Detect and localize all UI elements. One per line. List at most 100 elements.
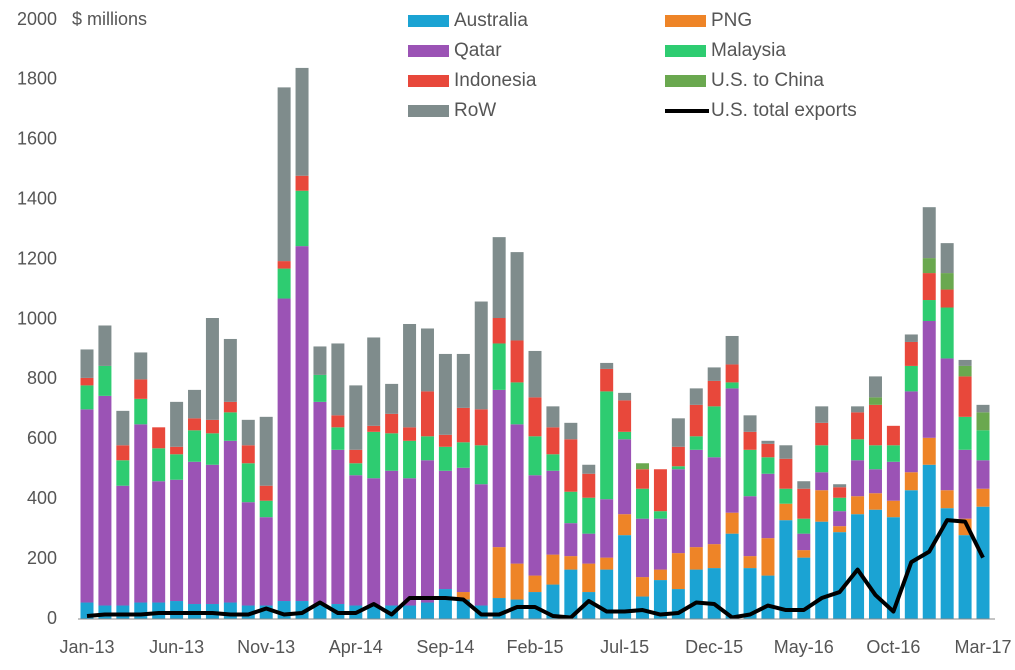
bar-segment	[958, 416, 972, 450]
bar-segment	[456, 407, 470, 443]
bar-segment	[833, 484, 847, 488]
bar-segment	[761, 457, 775, 474]
bar-segment	[976, 506, 990, 619]
bar-segment	[600, 569, 614, 619]
bar-segment	[80, 377, 94, 386]
x-tick-label: Dec-15	[685, 637, 743, 657]
bar-segment	[868, 397, 882, 405]
bar-segment	[80, 349, 94, 378]
bar-segment	[456, 353, 470, 408]
bar-segment	[618, 439, 632, 515]
bar-segment	[510, 599, 524, 619]
bar-segment	[205, 464, 219, 605]
bar-segment	[618, 514, 632, 536]
bar-segment	[689, 449, 703, 548]
bar-segment	[851, 439, 865, 461]
bar-segment	[510, 424, 524, 564]
bar-segment	[349, 463, 363, 476]
bar-segment	[868, 376, 882, 398]
bar-segment	[582, 464, 596, 474]
y-tick-label: 200	[27, 548, 57, 568]
bar-segment	[904, 472, 918, 491]
bar-segment	[152, 602, 166, 619]
bar-segment	[779, 458, 793, 489]
bar-segment	[385, 433, 399, 471]
bar-segment	[510, 252, 524, 341]
bar-segment	[707, 568, 721, 619]
bar-segment	[420, 602, 434, 619]
bar-segment	[277, 268, 291, 299]
bar-segment	[456, 442, 470, 468]
bar-segment	[761, 443, 775, 458]
legend-swatch	[408, 45, 449, 57]
bar-segment	[636, 596, 650, 619]
bar-segment	[116, 605, 130, 619]
bar-segment	[259, 517, 273, 606]
bar-segment	[170, 454, 184, 480]
bar-segment	[868, 493, 882, 510]
bar-segment	[134, 398, 148, 425]
bar-segment	[922, 437, 936, 465]
bar-segment	[600, 368, 614, 392]
bar-segment	[98, 605, 112, 619]
bar-segment	[152, 427, 166, 449]
legend-swatch	[665, 75, 706, 87]
bar-segment	[528, 575, 542, 593]
bar-segment	[851, 460, 865, 497]
bar-segment	[653, 518, 667, 570]
bar-segment	[492, 318, 506, 344]
bar-segment	[868, 469, 882, 494]
bar-segment	[815, 406, 829, 423]
bar-segment	[940, 289, 954, 308]
bar-segment	[313, 346, 327, 375]
legend-label: Qatar	[454, 40, 502, 61]
bar-segment	[851, 406, 865, 413]
bar-segment	[331, 449, 345, 605]
bar-segment	[367, 605, 381, 619]
x-tick-label: Jan-13	[59, 637, 114, 657]
bar-segment	[188, 418, 202, 431]
bar-segment	[671, 418, 685, 447]
bar-segment	[797, 488, 811, 519]
legend-label: Malaysia	[711, 40, 786, 61]
x-tick-label: Nov-13	[237, 637, 295, 657]
bar-segment	[600, 362, 614, 369]
bar-segment	[636, 463, 650, 470]
bar-segment	[259, 500, 273, 518]
bar-segment	[349, 449, 363, 464]
bar-segment	[241, 463, 255, 503]
bar-segment	[725, 388, 739, 513]
bar-segment	[134, 379, 148, 399]
bar-segment	[241, 445, 255, 464]
bar-segment	[618, 535, 632, 619]
bar-segment	[277, 87, 291, 262]
legend-swatch	[665, 45, 706, 57]
bar-segment	[277, 261, 291, 269]
bar-segment	[474, 484, 488, 606]
bar-segment	[618, 400, 632, 432]
bar-segment	[958, 449, 972, 519]
x-tick-label: Jun-13	[149, 637, 204, 657]
bar-segment	[528, 436, 542, 476]
bar-segment	[976, 404, 990, 413]
bar-segment	[958, 365, 972, 377]
bar-segment	[671, 469, 685, 554]
bar-segment	[904, 365, 918, 392]
bar-segment	[779, 445, 793, 459]
bar-segment	[976, 460, 990, 489]
bar-segment	[546, 427, 560, 455]
bar-segment	[976, 488, 990, 507]
bar-segment	[886, 461, 900, 501]
bar-segment	[385, 413, 399, 434]
y-tick-label: 1400	[17, 188, 57, 208]
bar-segment	[940, 273, 954, 290]
bar-segment	[170, 601, 184, 619]
bar-segment	[546, 454, 560, 471]
bar-segment	[420, 328, 434, 392]
bar-segment	[403, 440, 417, 479]
bar-segment	[833, 497, 847, 512]
bar-segment	[367, 478, 381, 606]
bar-segment	[331, 415, 345, 428]
bar-segment	[689, 388, 703, 405]
bar-segment	[349, 475, 363, 606]
